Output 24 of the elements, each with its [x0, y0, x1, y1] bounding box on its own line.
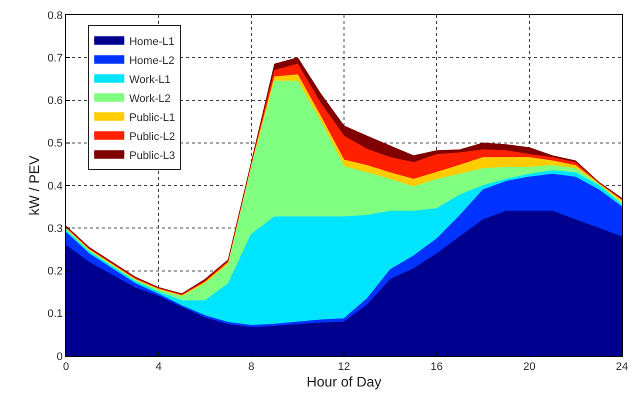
y-tick-label: 0	[56, 350, 63, 363]
x-tick-label: 16	[430, 361, 443, 374]
legend-label: Home-L1	[129, 36, 174, 48]
y-tick-label: 0.6	[48, 95, 63, 108]
legend-label: Public-L1	[129, 112, 176, 124]
y-tick-label: 0.5	[48, 138, 63, 150]
legend-label: Work-L2	[129, 93, 171, 106]
x-tick-label: 4	[156, 361, 162, 374]
x-tick-label: 8	[248, 361, 254, 374]
legend-label: Work-L1	[129, 74, 171, 86]
legend-label: Public-L3	[129, 150, 176, 162]
x-tick-label: 24	[616, 361, 628, 374]
y-tick-label: 0.3	[48, 222, 63, 235]
y-tick-label: 0.2	[48, 266, 63, 278]
y-tick-label: 0.8	[48, 10, 63, 22]
legend-label: Home-L2	[129, 55, 174, 68]
legend-label: Public-L2	[129, 131, 176, 144]
y-tick-label: 0.7	[48, 52, 63, 64]
x-axis-title: Hour of Day	[306, 374, 382, 390]
x-tick-label: 20	[523, 361, 536, 374]
y-axis-title: kW / PEV	[26, 154, 42, 216]
y-tick-label: 0.1	[48, 308, 63, 320]
y-tick-label: 0.4	[48, 180, 63, 192]
x-tick-label: 12	[338, 361, 350, 374]
